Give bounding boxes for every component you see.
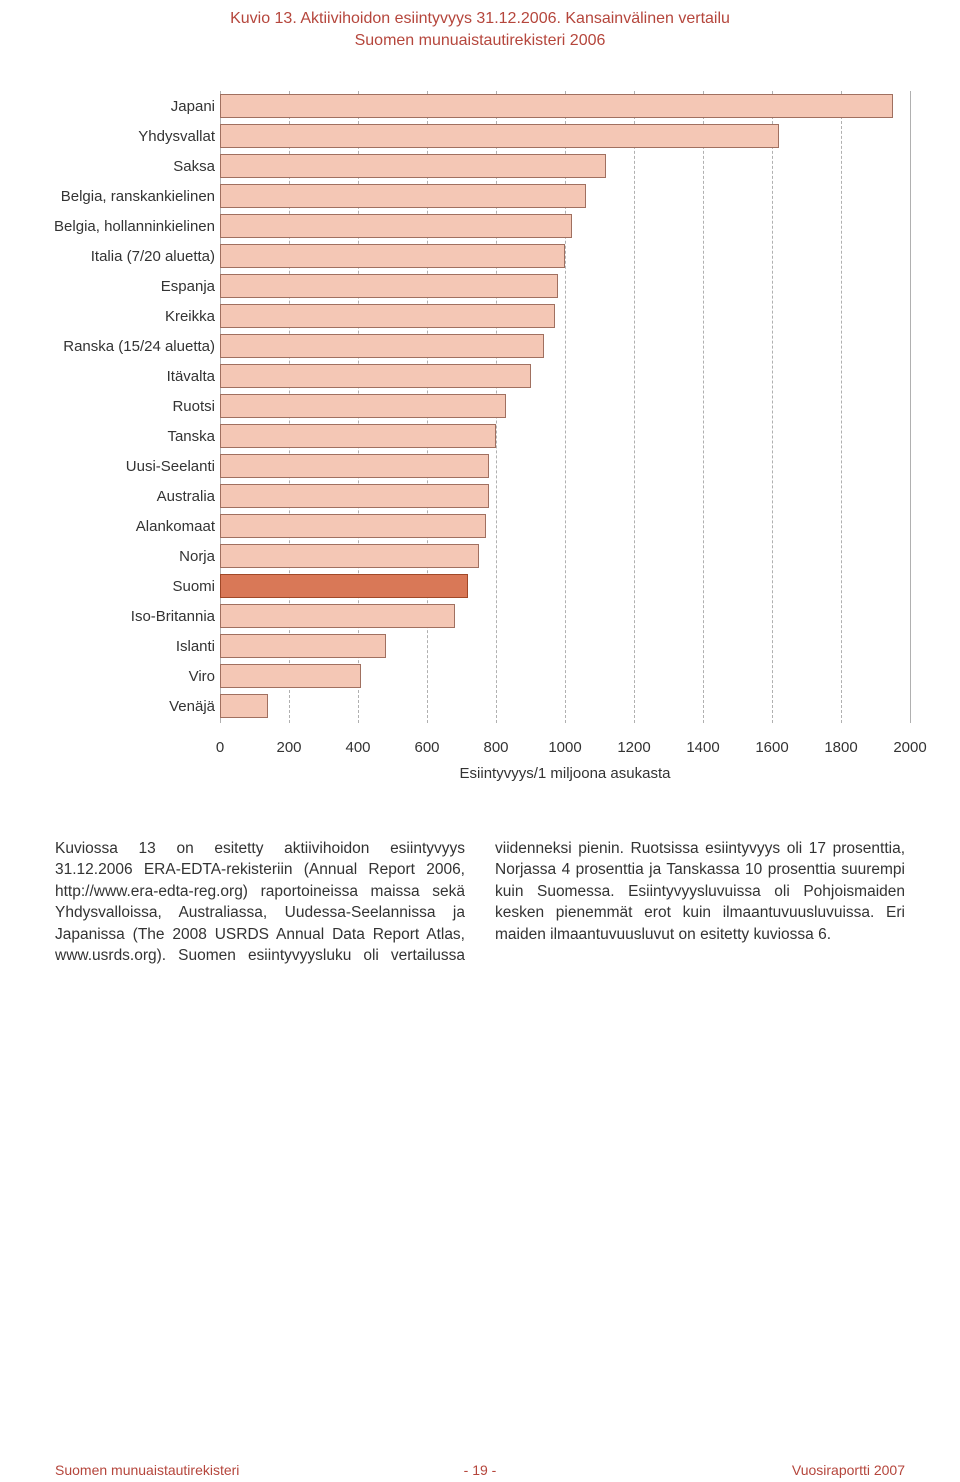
bar-rect bbox=[220, 124, 779, 148]
bar-row: Alankomaat bbox=[220, 511, 910, 543]
bar-rect bbox=[220, 94, 893, 118]
x-tick-label: 200 bbox=[276, 739, 301, 756]
x-tick-label: 1200 bbox=[617, 739, 650, 756]
bar-row: Italia (7/20 aluetta) bbox=[220, 241, 910, 273]
bar-label: Kreikka bbox=[5, 301, 215, 333]
x-tick-label: 800 bbox=[483, 739, 508, 756]
bar-label: Saksa bbox=[5, 151, 215, 183]
bar-rect bbox=[220, 244, 565, 268]
bar-row: Belgia, hollanninkielinen bbox=[220, 211, 910, 243]
bar-label: Belgia, hollanninkielinen bbox=[5, 211, 215, 243]
bar-row: Islanti bbox=[220, 631, 910, 663]
bar-label: Uusi-Seelanti bbox=[5, 451, 215, 483]
x-axis-title: Esiintyvyys/1 miljoona asukasta bbox=[220, 765, 910, 782]
bar-rect bbox=[220, 184, 586, 208]
bar-label: Ranska (15/24 aluetta) bbox=[5, 331, 215, 363]
bar-rect bbox=[220, 424, 496, 448]
bar-row: Espanja bbox=[220, 271, 910, 303]
chart-title: Kuvio 13. Aktiivihoidon esiintyvyys 31.1… bbox=[0, 8, 960, 51]
bar-label: Alankomaat bbox=[5, 511, 215, 543]
bar-label: Viro bbox=[5, 661, 215, 693]
bar-rect bbox=[220, 694, 268, 718]
bar-label: Ruotsi bbox=[5, 391, 215, 423]
bar-rect bbox=[220, 604, 455, 628]
bar-label: Tanska bbox=[5, 421, 215, 453]
x-tick-label: 1600 bbox=[755, 739, 788, 756]
bar-rect bbox=[220, 514, 486, 538]
bar-chart: JapaniYhdysvallatSaksaBelgia, ranskankie… bbox=[0, 91, 960, 791]
grid-line bbox=[910, 91, 911, 723]
bar-rect bbox=[220, 334, 544, 358]
bar-rect bbox=[220, 214, 572, 238]
bar-label: Belgia, ranskankielinen bbox=[5, 181, 215, 213]
title-line2: Suomen munuaistautirekisteri 2006 bbox=[355, 32, 606, 49]
x-tick-label: 1800 bbox=[824, 739, 857, 756]
bar-row: Saksa bbox=[220, 151, 910, 183]
bar-label: Australia bbox=[5, 481, 215, 513]
bar-row: Japani bbox=[220, 91, 910, 123]
bar-rect bbox=[220, 274, 558, 298]
bar-rect bbox=[220, 304, 555, 328]
bar-rect bbox=[220, 394, 506, 418]
bar-label: Norja bbox=[5, 541, 215, 573]
x-tick-label: 400 bbox=[345, 739, 370, 756]
bar-label: Islanti bbox=[5, 631, 215, 663]
bar-row: Norja bbox=[220, 541, 910, 573]
bar-row: Australia bbox=[220, 481, 910, 513]
bar-rect bbox=[220, 484, 489, 508]
bar-row: Viro bbox=[220, 661, 910, 693]
bar-rect bbox=[220, 454, 489, 478]
x-tick-label: 0 bbox=[216, 739, 224, 756]
bar-row: Tanska bbox=[220, 421, 910, 453]
bar-row: Belgia, ranskankielinen bbox=[220, 181, 910, 213]
bar-label: Espanja bbox=[5, 271, 215, 303]
bar-label: Yhdysvallat bbox=[5, 121, 215, 153]
bar-label: Venäjä bbox=[5, 691, 215, 723]
bar-row: Uusi-Seelanti bbox=[220, 451, 910, 483]
bar-row: Iso-Britannia bbox=[220, 601, 910, 633]
bar-row: Suomi bbox=[220, 571, 910, 603]
x-tick-label: 1000 bbox=[548, 739, 581, 756]
bar-row: Kreikka bbox=[220, 301, 910, 333]
title-line1: Kuvio 13. Aktiivihoidon esiintyvyys 31.1… bbox=[230, 10, 730, 27]
x-tick-label: 2000 bbox=[893, 739, 926, 756]
footer-right: Vuosiraportti 2007 bbox=[792, 1462, 905, 1478]
bar-rect bbox=[220, 154, 606, 178]
bar-label: Italia (7/20 aluetta) bbox=[5, 241, 215, 273]
bar-rect bbox=[220, 664, 361, 688]
bar-rect bbox=[220, 634, 386, 658]
bar-rect bbox=[220, 364, 531, 388]
bar-label: Japani bbox=[5, 91, 215, 123]
bar-row: Ruotsi bbox=[220, 391, 910, 423]
body-paragraph: Kuviossa 13 on esitetty aktiivihoidon es… bbox=[55, 838, 905, 966]
bar-row: Venäjä bbox=[220, 691, 910, 723]
bar-row: Ranska (15/24 aluetta) bbox=[220, 331, 910, 363]
x-tick-label: 1400 bbox=[686, 739, 719, 756]
bar-label: Suomi bbox=[5, 571, 215, 603]
bar-rect bbox=[220, 544, 479, 568]
bar-row: Itävalta bbox=[220, 361, 910, 393]
x-tick-label: 600 bbox=[414, 739, 439, 756]
bar-row: Yhdysvallat bbox=[220, 121, 910, 153]
bar-rect bbox=[220, 574, 468, 598]
footer-page-number: - 19 - bbox=[55, 1462, 905, 1478]
bar-label: Itävalta bbox=[5, 361, 215, 393]
bar-label: Iso-Britannia bbox=[5, 601, 215, 633]
